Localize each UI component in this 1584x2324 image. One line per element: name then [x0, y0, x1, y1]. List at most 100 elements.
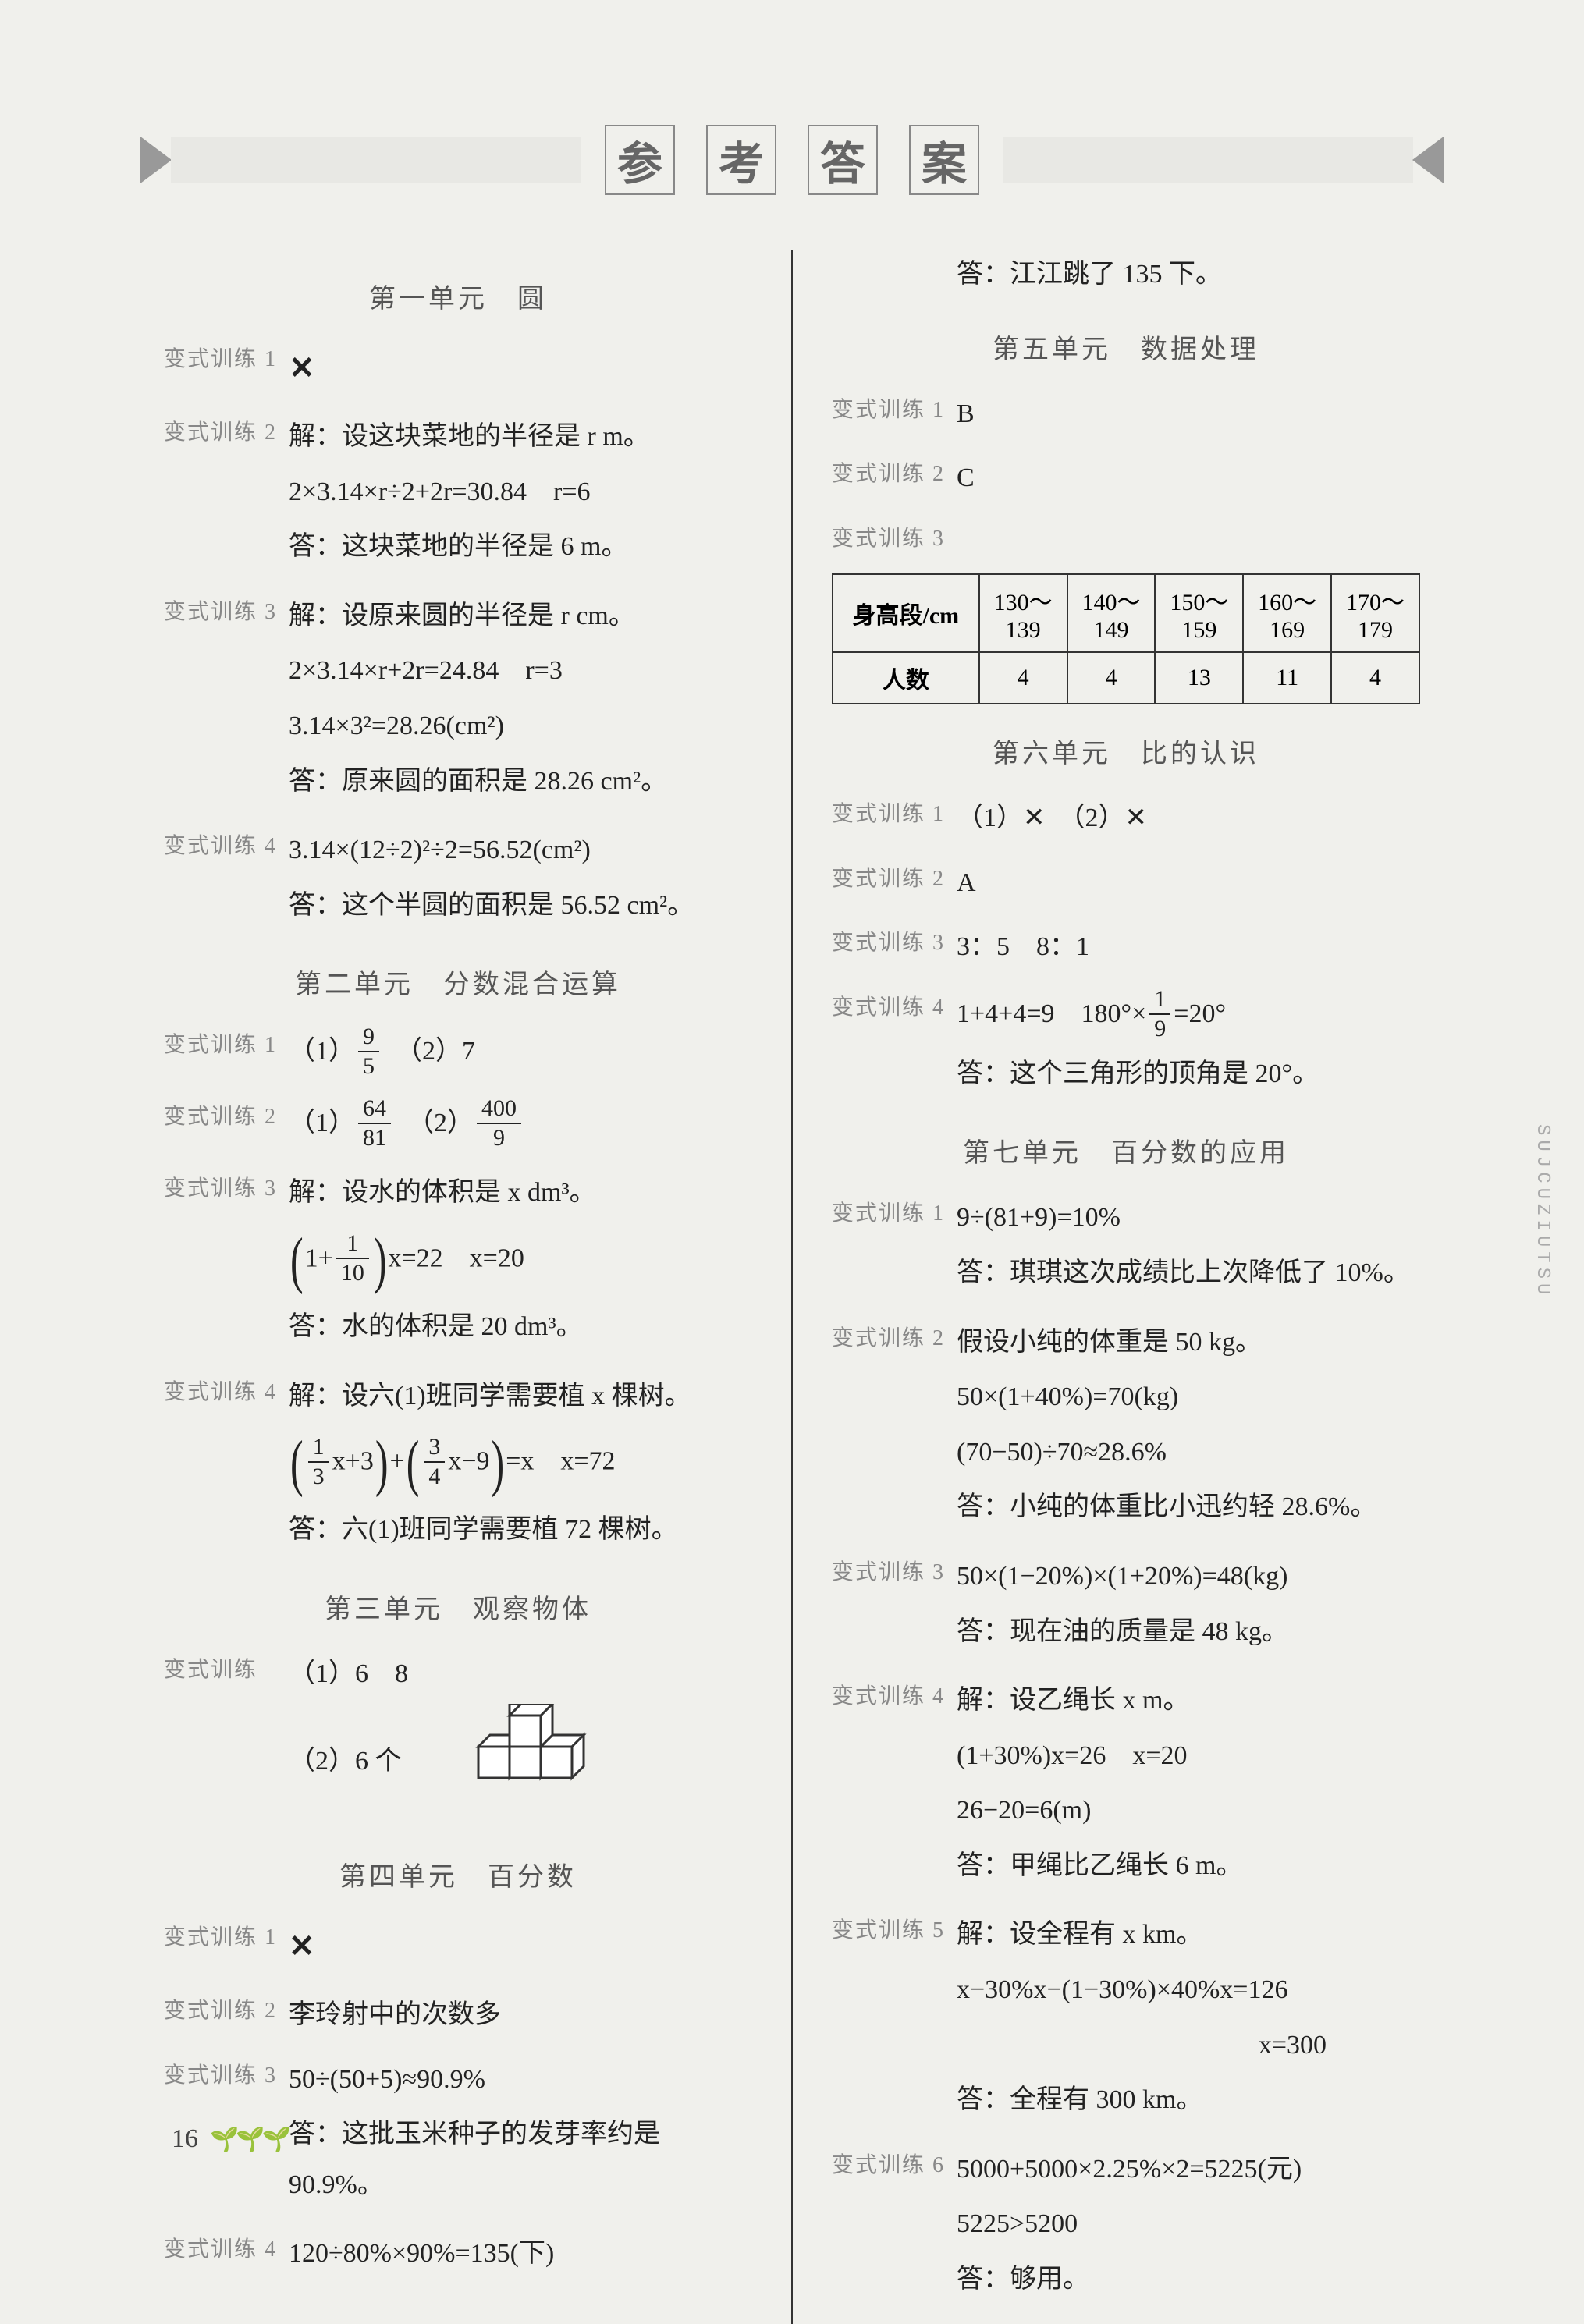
table-cell: 4 [979, 652, 1067, 704]
answer-text: 120÷80%×90%=135(下) [289, 2229, 752, 2280]
side-code-text: SUJCUZIUTSU [1532, 1124, 1553, 1299]
exercise-row: 变式训练 3 3：5 8：1 [832, 922, 1420, 973]
banner-bar [171, 137, 581, 183]
exercise-label: 变式训练 4 [164, 1371, 289, 1560]
answer-text: （1）✕ （2）✕ [957, 793, 1420, 844]
answer-text: 2×3.14×r+2r=24.84 r=3 [289, 646, 752, 697]
answer-block: 1+4+4=9 180°×19=20° 答：这个三角形的顶角是 20°。 [957, 987, 1420, 1105]
answer-text: (1+110)x=22 x=20 [289, 1223, 752, 1297]
table-cell: 11 [1243, 652, 1331, 704]
answer-text: 答：全程有 300 km。 [957, 2075, 1420, 2126]
exercise-row: 答：江江跳了 135 下。 [832, 250, 1420, 300]
table-cell: 150～159 [1155, 574, 1243, 652]
answer-block: （1）6 8 （2）6 个 [289, 1649, 752, 1828]
exercise-label: 变式训练 2 [164, 1096, 289, 1154]
answer-text: x−30%x−(1−30%)×40%x=126 [957, 1965, 1420, 2016]
exercise-row: 变式训练 5 解：设全程有 x km。 x−30%x−(1−30%)×40%x=… [832, 1910, 1420, 2130]
exercise-label: 变式训练 5 [832, 1910, 957, 2130]
page-footer: 16 🌱🌱🌱 [172, 2124, 288, 2154]
answer-text: A [957, 858, 1420, 909]
answer-text: 解：设原来圆的半径是 r cm。 [289, 591, 752, 642]
table-row: 身高段/cm 130～139 140～149 150～159 160～169 1… [833, 574, 1419, 652]
answer-text: 答：这个半圆的面积是 56.52 cm²。 [289, 881, 752, 931]
title-char: 考 [706, 125, 776, 195]
answer-text: (70−50)÷70≈28.6% [957, 1428, 1420, 1478]
answer-text: 1+4+4=9 180°×19=20° [957, 987, 1420, 1045]
exercise-row: 变式训练 3 解：设水的体积是 x dm³。 (1+110)x=22 x=20 … [164, 1168, 752, 1357]
exercise-row: 变式训练 2 李玲射中的次数多 [164, 1990, 752, 2041]
exercise-row: 变式训练 3 解：设原来圆的半径是 r cm。 2×3.14×r+2r=24.8… [164, 591, 752, 811]
answer-text: 答：水的体积是 20 dm³。 [289, 1302, 752, 1353]
fraction: 95 [358, 1023, 379, 1080]
page-header-banner: 参 考 答 案 [140, 117, 1444, 203]
answer-block: 解：设水的体积是 x dm³。 (1+110)x=22 x=20 答：水的体积是… [289, 1168, 752, 1357]
answer-text: 答：琪琪这次成绩比上次降低了 10%。 [957, 1248, 1420, 1299]
unit-title: 第一单元 圆 [164, 277, 752, 315]
answer-text: （2）6 个 [289, 1704, 752, 1823]
answer-text: 答：够用。 [957, 2255, 1420, 2305]
leaf-icon: 🌱🌱🌱 [210, 2126, 288, 2153]
table-cell: 13 [1155, 652, 1243, 704]
table-header: 人数 [833, 652, 979, 704]
answer-block: （1）6481 （2）4009 [289, 1096, 752, 1154]
exercise-label: 变式训练 3 [832, 1552, 957, 1662]
banner-title: 参 考 答 案 [581, 125, 1003, 195]
title-char: 参 [605, 125, 675, 195]
exercise-label: 变式训练 1 [164, 1917, 289, 1976]
exercise-label: 变式训练 4 [164, 2229, 289, 2280]
left-column: 第一单元 圆 变式训练 1 ✕ 变式训练 2 解：设这块菜地的半径是 r m。 … [140, 250, 793, 2324]
unit-title: 第四单元 百分数 [164, 1855, 752, 1893]
answer-text: 答：江江跳了 135 下。 [957, 250, 1420, 300]
answer-block: 解：设这块菜地的半径是 r m。 2×3.14×r÷2+2r=30.84 r=6… [289, 412, 752, 577]
answer-block: 50÷(50+5)≈90.9% 答：这批玉米种子的发芽率约是 90.9%。 [289, 2055, 752, 2216]
fraction: 6481 [358, 1095, 391, 1152]
answer-block: 假设小纯的体重是 50 kg。 50×(1+40%)=70(kg) (70−50… [957, 1318, 1420, 1538]
exercise-label: 变式训练 [164, 1649, 289, 1828]
page-number: 16 [172, 2124, 198, 2154]
exercise-row: 变式训练 1 B [832, 389, 1420, 440]
cube-diagram-icon [432, 1704, 603, 1823]
content-columns: 第一单元 圆 变式训练 1 ✕ 变式训练 2 解：设这块菜地的半径是 r m。 … [140, 250, 1444, 2324]
exercise-label: 变式训练 2 [832, 453, 957, 504]
answer-text: 50×(1+40%)=70(kg) [957, 1372, 1420, 1423]
answer-text: 5225>5200 [957, 2199, 1420, 2250]
table-cell: 4 [1331, 652, 1419, 704]
answer-block: 解：设原来圆的半径是 r cm。 2×3.14×r+2r=24.84 r=3 3… [289, 591, 752, 811]
answer-text: 解：设全程有 x km。 [957, 1910, 1420, 1960]
table-header: 身高段/cm [833, 574, 979, 652]
answer-text: ✕ [289, 339, 752, 398]
table-row: 人数 4 4 13 11 4 [833, 652, 1419, 704]
answer-block: 9÷(81+9)=10% 答：琪琪这次成绩比上次降低了 10%。 [957, 1193, 1420, 1303]
exercise-label: 变式训练 3 [164, 591, 289, 811]
answer-block: 解：设全程有 x km。 x−30%x−(1−30%)×40%x=126 x=3… [957, 1910, 1420, 2130]
exercise-row: 变式训练 2 （1）6481 （2）4009 [164, 1096, 752, 1154]
answer-text: 解：设乙绳长 x m。 [957, 1676, 1420, 1726]
answer-text: (1+30%)x=26 x=20 [957, 1731, 1420, 1782]
exercise-row: 变式训练 2 C [832, 453, 1420, 504]
answer-text: 9÷(81+9)=10% [957, 1193, 1420, 1244]
exercise-label: 变式训练 2 [164, 412, 289, 577]
answer-block: 3.14×(12÷2)²÷2=56.52(cm²) 答：这个半圆的面积是 56.… [289, 825, 752, 935]
exercise-row: 变式训练 1 9÷(81+9)=10% 答：琪琪这次成绩比上次降低了 10%。 [832, 1193, 1420, 1303]
answer-text: B [957, 389, 1420, 440]
exercise-row: 变式训练 3 [832, 518, 1420, 559]
exercise-row: 变式训练 4 120÷80%×90%=135(下) [164, 2229, 752, 2280]
arrow-left-icon [140, 137, 172, 183]
exercise-label [832, 250, 957, 300]
exercise-row: 变式训练 2 A [832, 858, 1420, 909]
answer-text: （1） [289, 1109, 355, 1137]
exercise-label: 变式训练 2 [832, 858, 957, 909]
unit-title: 第六单元 比的认识 [832, 732, 1420, 770]
table-cell: 170～179 [1331, 574, 1419, 652]
exercise-label: 变式训练 3 [832, 922, 957, 973]
exercise-row: 变式训练 4 解：设乙绳长 x m。 (1+30%)x=26 x=20 26−2… [832, 1676, 1420, 1896]
unit-title: 第五单元 数据处理 [832, 328, 1420, 366]
exercise-label: 变式训练 3 [832, 518, 957, 559]
unit-title: 第七单元 百分数的应用 [832, 1131, 1420, 1169]
answer-text: 答：这个三角形的顶角是 20°。 [957, 1049, 1420, 1100]
answer-text: 5000+5000×2.25%×2=5225(元) [957, 2145, 1420, 2195]
unit-title: 第三单元 观察物体 [164, 1588, 752, 1626]
arrow-right-icon [1412, 137, 1444, 183]
title-char: 案 [909, 125, 979, 195]
answer-text: （1） [289, 1037, 355, 1066]
